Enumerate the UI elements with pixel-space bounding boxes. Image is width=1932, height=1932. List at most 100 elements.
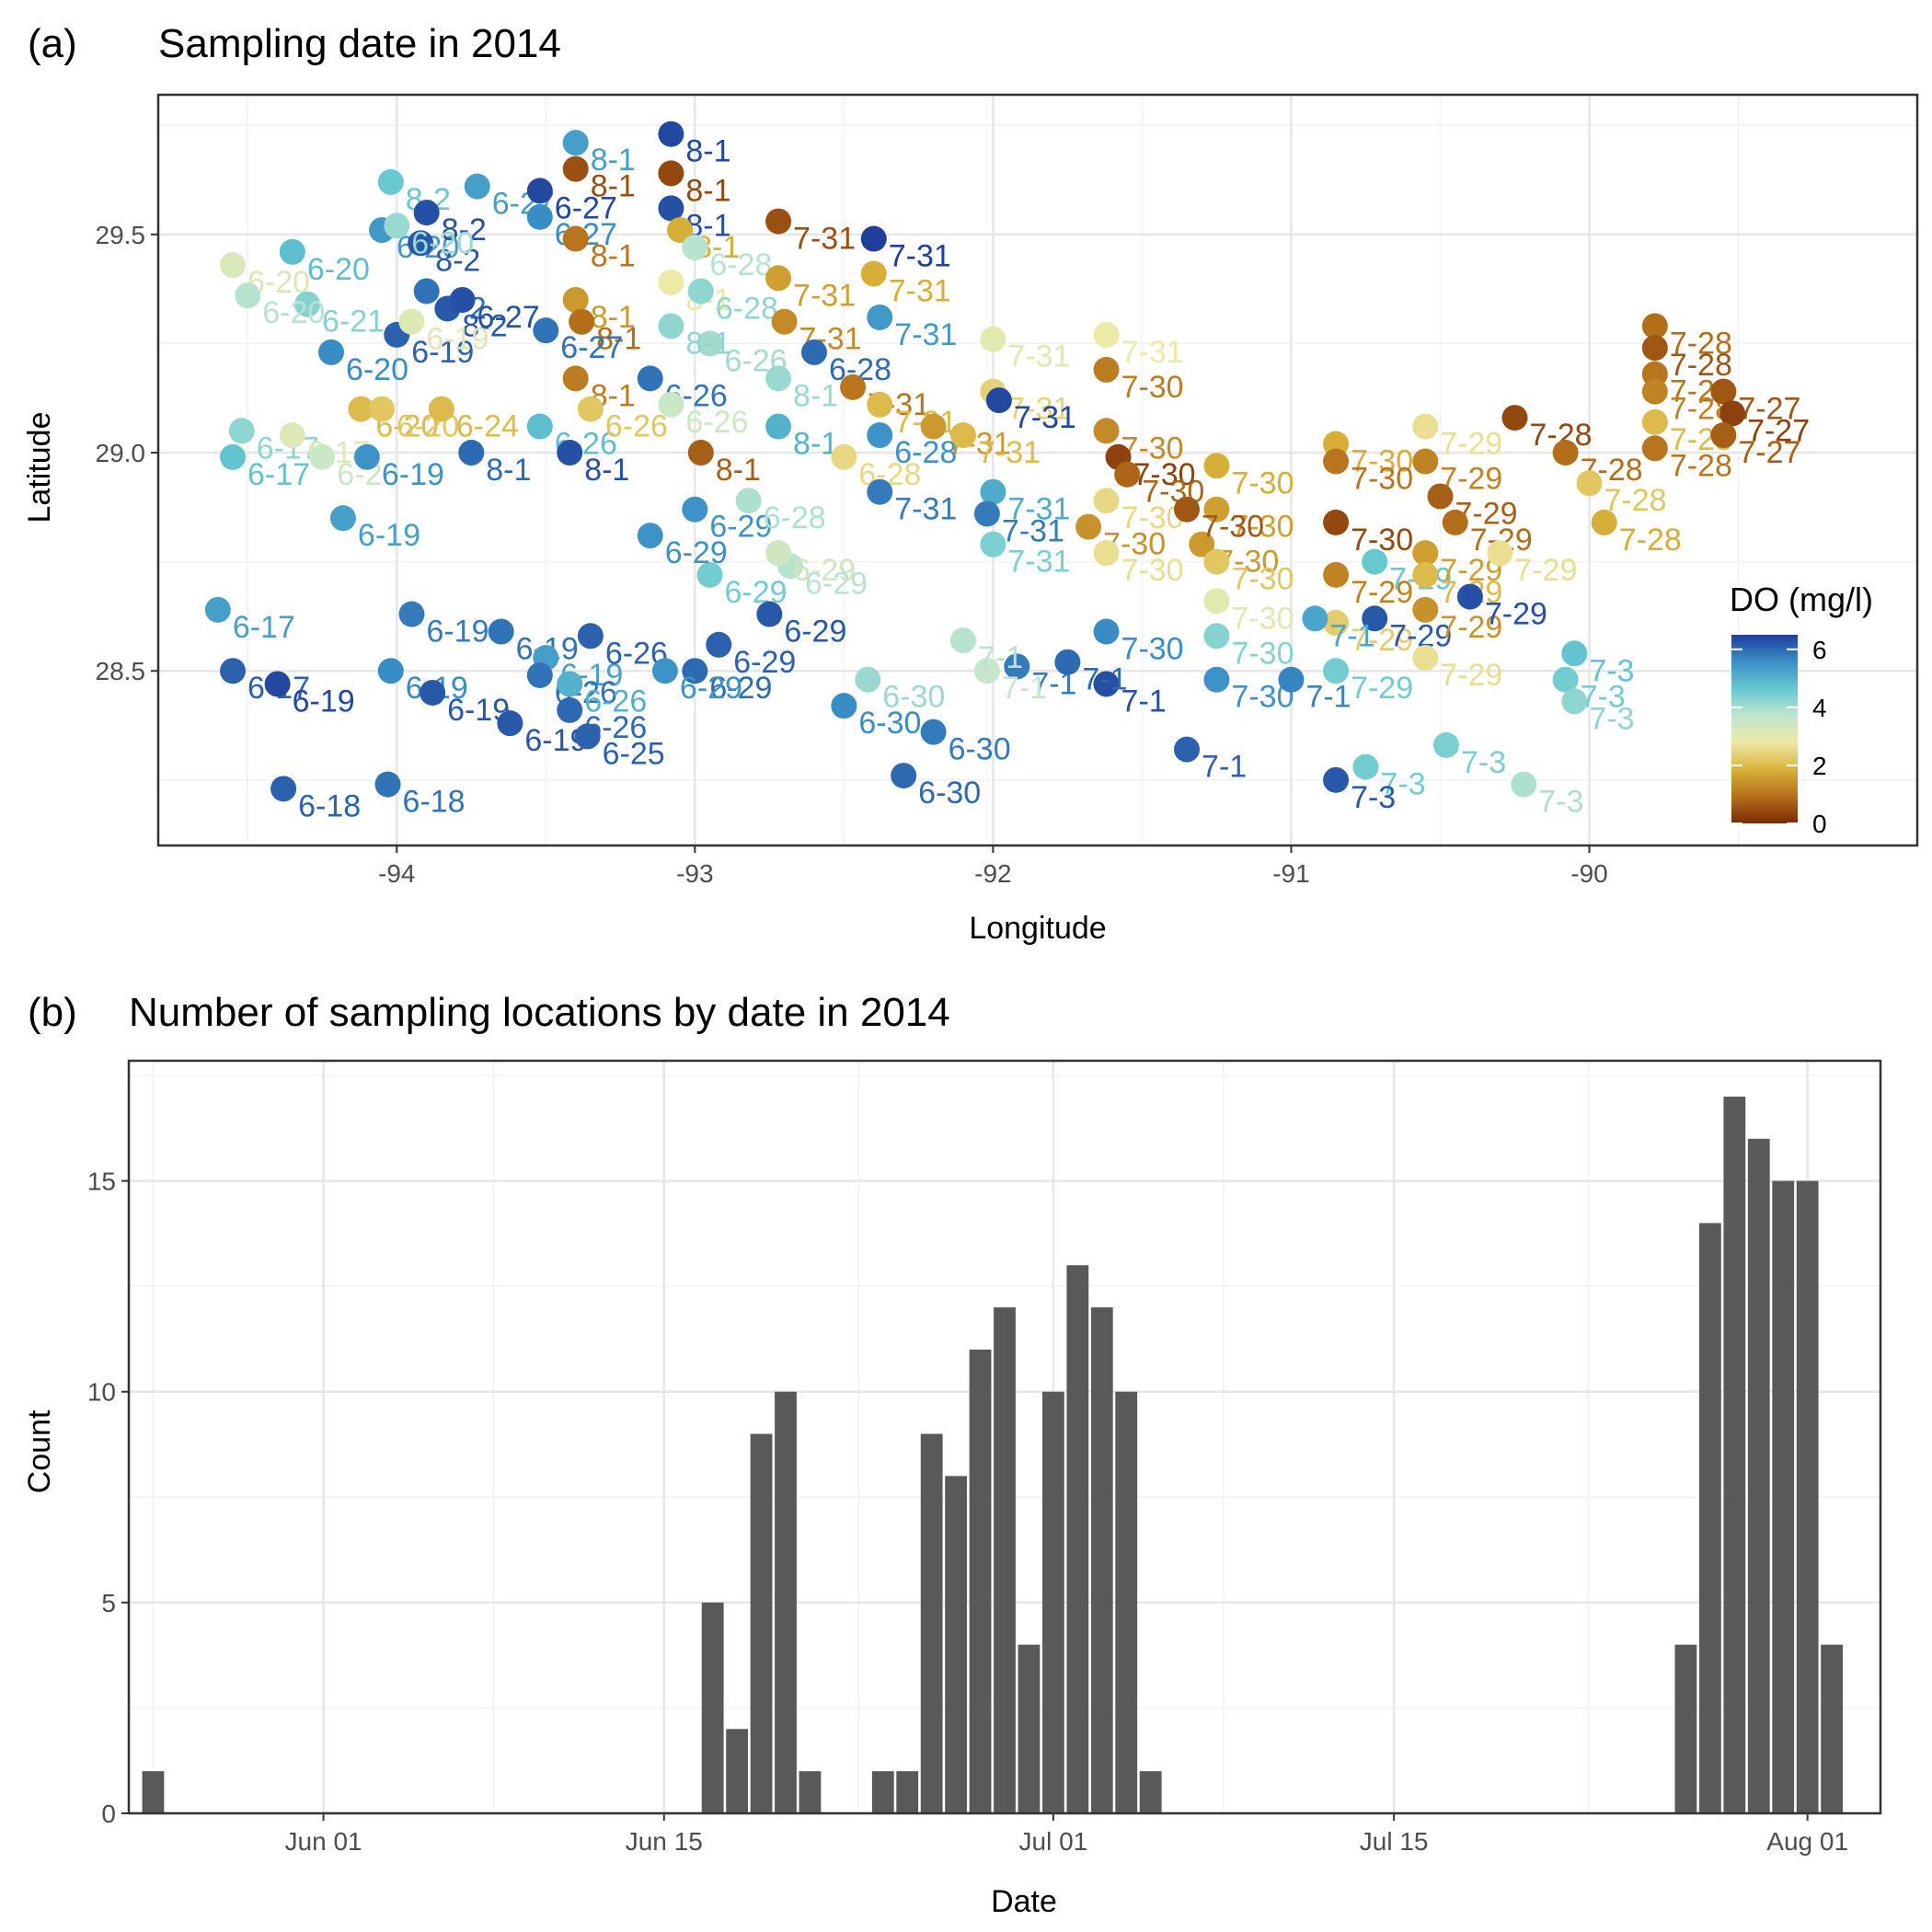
- sample-point: [557, 671, 583, 697]
- sample-point: [1174, 496, 1201, 523]
- sample-point: [800, 339, 827, 365]
- sample-date-label: 7-28: [1670, 348, 1732, 383]
- sample-date-label: 6-19: [382, 457, 444, 492]
- x-tick-label: Jul 15: [1360, 1827, 1429, 1856]
- sample-date-label: 8-1: [793, 427, 838, 462]
- sample-point: [1093, 488, 1120, 514]
- sample-date-label: 6-26: [685, 405, 748, 440]
- sample-date-label: 6-28: [709, 247, 772, 282]
- sample-date-label: 7-30: [1351, 444, 1413, 479]
- sample-date-label: 7-31: [1014, 400, 1076, 435]
- sample-point: [682, 235, 708, 261]
- sample-point: [1323, 561, 1350, 588]
- sample-point: [867, 478, 893, 505]
- sample-date-label: 6-18: [298, 788, 361, 823]
- x-tick-label: Jun 01: [285, 1827, 362, 1856]
- sample-date-label: 7-31: [889, 274, 951, 309]
- count-bar: [1747, 1138, 1770, 1813]
- sample-date-label: 6-17: [233, 610, 295, 645]
- sample-date-label: 6-29: [793, 553, 856, 588]
- x-tick-label: -93: [676, 859, 713, 888]
- sample-point: [973, 500, 1000, 527]
- sample-date-label: 7-30: [1121, 500, 1184, 535]
- sample-point: [667, 217, 694, 244]
- x-tick-label: -94: [378, 859, 415, 888]
- sample-date-label: 6-28: [894, 435, 957, 470]
- sample-point: [533, 317, 559, 344]
- sample-date-label: 7-27: [1738, 435, 1800, 470]
- sample-date-label: 6-25: [603, 736, 665, 771]
- sample-point: [1561, 640, 1588, 667]
- sample-point: [562, 155, 589, 182]
- sample-point: [1093, 618, 1120, 645]
- sample-point: [1362, 605, 1388, 632]
- sample-date-label: 7-30: [1202, 510, 1264, 545]
- sample-point: [353, 443, 380, 470]
- legend-tick-label: 2: [1812, 752, 1827, 780]
- sample-point: [1641, 435, 1668, 462]
- sample-point: [1412, 596, 1439, 623]
- sample-point: [696, 561, 723, 588]
- sample-date-label: 8-1: [793, 378, 838, 413]
- sample-point: [855, 666, 881, 693]
- sample-date-label: 7-31: [894, 492, 957, 527]
- sample-date-label: 7-30: [1231, 510, 1294, 545]
- sample-date-label: 6-27: [477, 300, 540, 335]
- sample-point: [651, 658, 678, 684]
- sample-point: [765, 540, 792, 567]
- sample-point: [348, 396, 374, 422]
- sample-point: [682, 496, 708, 523]
- sample-point: [756, 601, 783, 627]
- count-bar: [871, 1771, 894, 1813]
- sample-date-label: 6-27: [555, 190, 617, 225]
- sample-point: [771, 308, 798, 335]
- sample-date-label: 6-24: [456, 409, 519, 444]
- sample-point: [831, 693, 857, 719]
- sample-date-label: 7-30: [1121, 553, 1184, 588]
- sample-date-label: 6-19: [293, 684, 355, 719]
- sample-point: [428, 396, 454, 422]
- sample-point: [1093, 671, 1120, 697]
- count-bar: [775, 1391, 797, 1813]
- sample-point: [1323, 766, 1350, 793]
- count-bar: [945, 1476, 968, 1813]
- sample-point: [220, 443, 247, 470]
- sample-point: [1641, 313, 1668, 339]
- count-bar: [701, 1602, 724, 1813]
- count-bar: [896, 1771, 919, 1813]
- y-tick-label: 29.5: [96, 221, 146, 249]
- sample-point: [1093, 418, 1120, 444]
- panel-b-x-axis-title: Date: [991, 1884, 1057, 1919]
- sample-point: [658, 391, 684, 418]
- sample-point: [1352, 753, 1379, 780]
- sample-date-label: 8-1: [591, 300, 636, 335]
- count-bar: [1796, 1180, 1819, 1813]
- sample-date-label: 6-29: [733, 645, 796, 680]
- sample-date-label: 7-31: [1007, 492, 1070, 527]
- sample-date-label: 7-3: [1351, 780, 1396, 815]
- sample-point: [949, 422, 976, 449]
- sample-point: [569, 308, 595, 335]
- sample-date-label: 6-20: [411, 225, 474, 260]
- legend-colorbar: [1731, 635, 1798, 823]
- sample-date-label: 6-29: [709, 510, 772, 545]
- sample-point: [309, 443, 336, 470]
- sample-point: [577, 623, 604, 650]
- sample-date-label: 7-29: [1440, 658, 1502, 693]
- legend-title: DO (mg/l): [1730, 581, 1873, 618]
- sample-point: [204, 596, 231, 623]
- sample-date-label: 6-19: [358, 518, 420, 553]
- sample-point: [1412, 448, 1439, 475]
- sample-point: [1412, 413, 1439, 440]
- sample-date-label: 6-20: [262, 295, 325, 330]
- sample-point: [920, 413, 947, 440]
- sample-point: [1004, 653, 1030, 680]
- sample-date-label: 7-29: [1351, 671, 1413, 706]
- sample-point: [562, 130, 589, 156]
- sample-date-label: 7-30: [1231, 636, 1294, 671]
- sample-date-label: 7-30: [1231, 562, 1294, 597]
- sample-date-label: 8-1: [716, 453, 761, 488]
- sample-point: [1412, 645, 1439, 671]
- sample-date-label: 7-30: [1231, 601, 1294, 636]
- sample-point: [867, 422, 893, 449]
